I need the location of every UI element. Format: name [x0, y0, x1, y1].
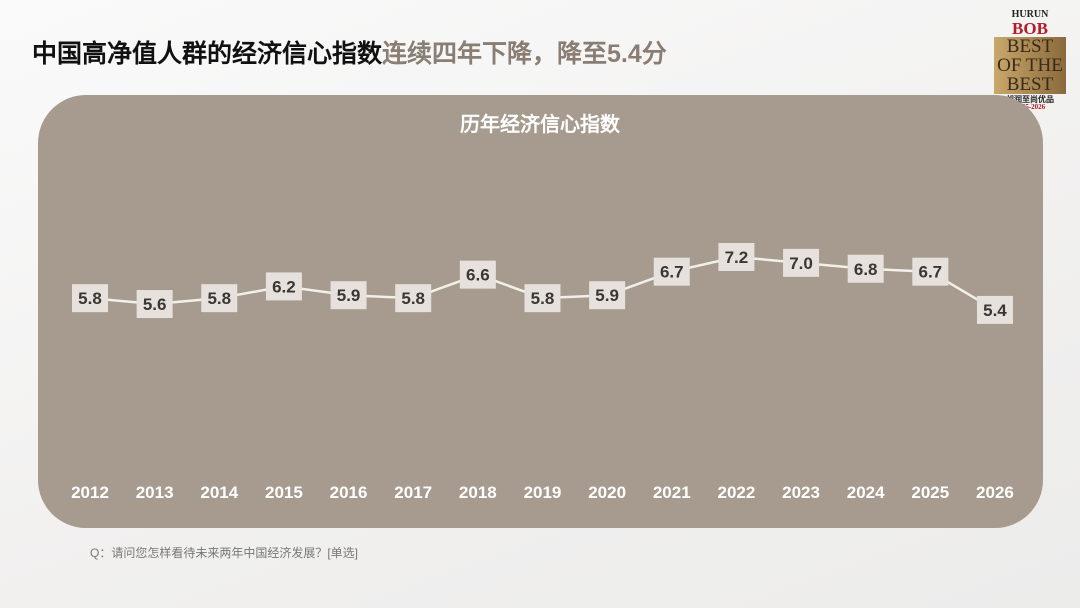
data-label-box — [524, 284, 561, 313]
x-tick-label: 2013 — [136, 483, 174, 502]
data-label: 7.2 — [725, 248, 749, 267]
logo-text: 胡润至尚优品 — [1006, 95, 1054, 104]
logo-text: BOB — [1012, 19, 1048, 38]
data-label: 6.2 — [272, 277, 296, 296]
x-tick-label: 2026 — [976, 483, 1014, 502]
x-tick-label: 2021 — [653, 483, 691, 502]
data-label-box — [653, 257, 690, 286]
x-tick-label: 2014 — [200, 483, 238, 502]
data-label: 5.9 — [337, 286, 361, 305]
data-label-box — [136, 290, 173, 319]
data-label: 5.8 — [78, 289, 102, 308]
x-tick-label: 2024 — [847, 483, 885, 502]
data-label: 5.8 — [207, 289, 231, 308]
x-tick-label: 2016 — [330, 483, 368, 502]
logo-text: HURUN — [1011, 9, 1049, 20]
data-label: 5.6 — [143, 295, 167, 314]
x-tick-label: 2018 — [459, 483, 497, 502]
hurun-logo: HURUN BOB BEST OF THE BEST 胡润至尚优品 2005-2… — [990, 9, 1070, 111]
data-label-box — [459, 260, 496, 289]
data-label: 6.7 — [918, 263, 942, 282]
logo-text: 2005-2026 — [1014, 103, 1046, 111]
x-tick-label: 2017 — [394, 483, 432, 502]
data-label: 5.8 — [531, 289, 555, 308]
x-tick-label: 2025 — [911, 483, 949, 502]
footnote: Q：请问您怎样看待未来两年中国经济发展？[单选] — [90, 546, 359, 560]
data-label: 5.4 — [983, 301, 1007, 320]
data-label-box — [201, 284, 238, 313]
data-label-box — [847, 254, 884, 283]
data-label-box — [976, 295, 1013, 324]
data-label: 6.6 — [466, 266, 490, 285]
data-label: 6.7 — [660, 263, 684, 282]
x-tick-label: 2022 — [717, 483, 755, 502]
data-label: 6.8 — [854, 260, 878, 279]
logo-text: BEST OF THE BEST — [994, 37, 1066, 94]
x-tick-label: 2020 — [588, 483, 626, 502]
title-highlight: 连续四年下降，降至5.4分 — [382, 40, 667, 68]
data-label: 5.9 — [595, 286, 619, 305]
data-label-box — [395, 284, 432, 313]
data-label-box — [330, 281, 367, 310]
x-tick-label: 2012 — [71, 483, 109, 502]
data-label: 5.8 — [401, 289, 425, 308]
page-title: 中国高净值人群的经济信心指数连续四年下降，降至5.4分 — [32, 34, 667, 70]
x-tick-label: 2015 — [265, 483, 303, 502]
data-label-box — [72, 284, 108, 313]
data-label-box — [783, 248, 820, 277]
x-tick-label: 2019 — [524, 483, 562, 502]
data-label-box — [589, 281, 626, 310]
x-tick-label: 2023 — [782, 483, 820, 502]
chart-title: 历年经济信心指数 — [460, 114, 620, 136]
data-label: 7.0 — [789, 254, 813, 273]
data-label-box — [265, 272, 302, 301]
title-main: 中国高净值人群的经济信心指数 — [32, 40, 383, 68]
data-label-box — [912, 257, 949, 286]
data-label-box — [718, 243, 755, 271]
